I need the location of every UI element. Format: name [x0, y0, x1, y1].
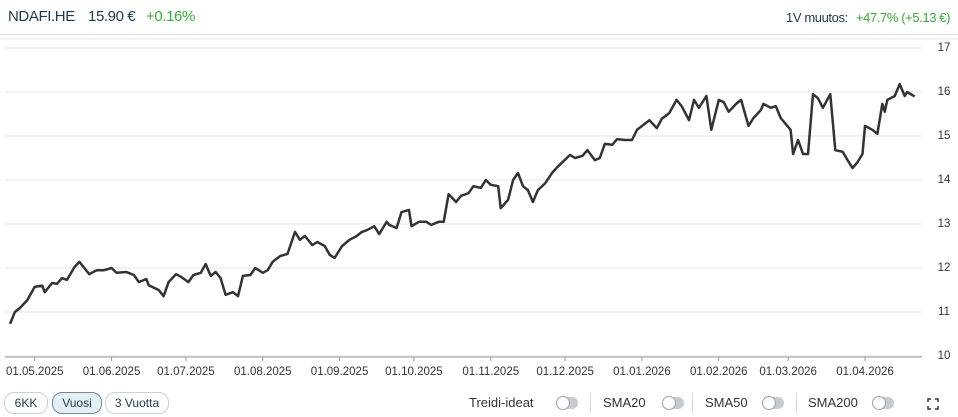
price: 15.90 € [88, 8, 136, 25]
x-tick-label: 01.04.2026 [836, 366, 894, 378]
separator [590, 393, 591, 413]
toggle-switch[interactable] [662, 396, 684, 410]
chart: 10 11 12 13 14 15 16 17 01.05.2025 01.06.2025 01.0… [0, 38, 958, 378]
x-tick-label: 01.09.2025 [311, 366, 369, 378]
y-tick-label: 11 [938, 306, 950, 318]
header: NDAFI.HE 15.90 € +0.16% 1V muutos: +47.7… [0, 0, 958, 35]
range-button[interactable]: 6KK [4, 392, 48, 414]
y-tick-label: 12 [938, 262, 951, 274]
x-tick-label: 01.12.2025 [536, 366, 594, 378]
price-line [8, 82, 916, 325]
separator [796, 393, 797, 413]
x-tick-label: 01.06.2025 [83, 366, 141, 378]
x-tick-label: 01.05.2025 [6, 366, 64, 378]
x-tick-label: 01.10.2025 [385, 366, 443, 378]
toolbar: 6KK Vuosi 3 Vuotta Treidi-ideat SMA20 SM… [0, 389, 958, 417]
toggle-label: SMA50 [705, 395, 748, 410]
x-tick-label: 01.11.2025 [462, 366, 519, 378]
period-label: 1V muutos: [786, 10, 848, 25]
toggle-label: SMA200 [808, 395, 858, 410]
range-button[interactable]: Vuosi [52, 392, 102, 414]
ticker: NDAFI.HE [8, 8, 75, 25]
x-tick-label: 01.08.2025 [234, 366, 292, 378]
y-tick-label: 13 [938, 218, 951, 230]
x-tick-label: 01.02.2026 [690, 366, 748, 378]
y-tick-label: 10 [938, 350, 951, 362]
x-tick-label: 01.01.2026 [613, 366, 671, 378]
y-tick-label: 15 [938, 130, 951, 142]
expand-icon[interactable] [927, 398, 939, 410]
toggle-label: SMA20 [603, 395, 646, 410]
period-change: +47.7% (+5.13 €) [855, 10, 950, 25]
x-tick-label: 01.07.2025 [157, 366, 215, 378]
toggle-switch[interactable] [556, 396, 578, 410]
toggle-switch[interactable] [762, 396, 784, 410]
y-tick-label: 14 [938, 174, 951, 186]
change: +0.16% [146, 8, 195, 25]
y-tick-label: 16 [938, 86, 951, 98]
toggle-switch[interactable] [872, 396, 894, 410]
toggle-label: Treidi-ideat [469, 395, 534, 410]
separator [692, 393, 693, 413]
y-tick-label: 17 [938, 42, 951, 54]
range-button[interactable]: 3 Vuotta [105, 392, 169, 414]
x-tick-label: 01.03.2026 [759, 366, 817, 378]
